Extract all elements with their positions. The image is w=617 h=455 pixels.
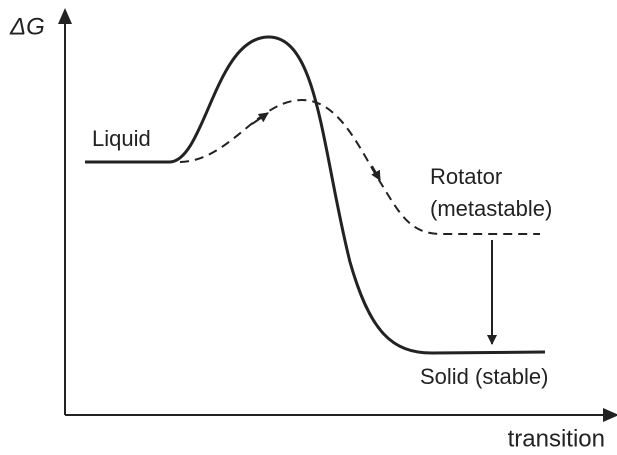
y-axis-label: ΔG: [9, 13, 45, 40]
path-arrow: [371, 165, 381, 181]
x-axis-label: transition: [508, 425, 605, 452]
solid-label: Solid (stable): [420, 364, 548, 389]
path-arrow: [251, 112, 269, 125]
metastable-path: [179, 98, 540, 235]
x-axis-arrow: [603, 408, 617, 422]
rotator-label: (metastable): [430, 196, 552, 221]
y-axis-arrow: [58, 8, 72, 24]
liquid-label: Liquid: [92, 126, 151, 151]
rotator-label: Rotator: [430, 164, 502, 189]
stable-path: [85, 35, 546, 355]
